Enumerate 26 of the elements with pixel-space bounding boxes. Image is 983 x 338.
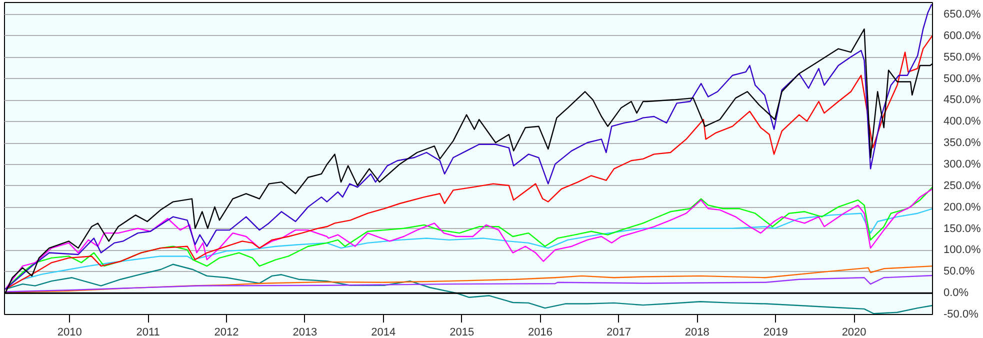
y-tick-label: 600.0% <box>944 30 982 42</box>
y-tick-label: 550.0% <box>944 51 982 64</box>
x-tick-label: 2019 <box>763 326 788 338</box>
y-tick-label: 50.0% <box>944 266 975 278</box>
y-tick-label: 400.0% <box>944 116 982 128</box>
x-tick-label: 2015 <box>450 326 474 338</box>
y-tick-label: 0.0% <box>944 287 969 300</box>
y-tick-label: -50.0% <box>944 308 979 320</box>
y-tick-label: 100.0% <box>944 244 982 256</box>
x-tick-label: 2012 <box>214 326 239 338</box>
y-tick-label: 450.0% <box>944 94 982 106</box>
y-tick-label: 150.0% <box>944 222 982 235</box>
x-tick-label: 2010 <box>57 326 82 338</box>
x-tick-label: 2013 <box>292 326 318 338</box>
y-tick-label: 300.0% <box>944 158 982 170</box>
x-tick-label: 2014 <box>371 326 396 338</box>
y-tick-label: 500.0% <box>944 72 982 85</box>
x-tick-label: 2017 <box>606 326 631 338</box>
y-tick-label: 350.0% <box>944 137 982 150</box>
x-tick-label: 2016 <box>528 326 553 338</box>
x-tick-label: 2020 <box>842 326 866 338</box>
x-tick-label: 2011 <box>136 326 160 338</box>
y-tick-label: 650.0% <box>944 8 982 20</box>
x-tick-label: 2018 <box>684 326 710 338</box>
y-tick-label: 250.0% <box>944 180 982 192</box>
y-tick-label: 200.0% <box>944 201 982 214</box>
